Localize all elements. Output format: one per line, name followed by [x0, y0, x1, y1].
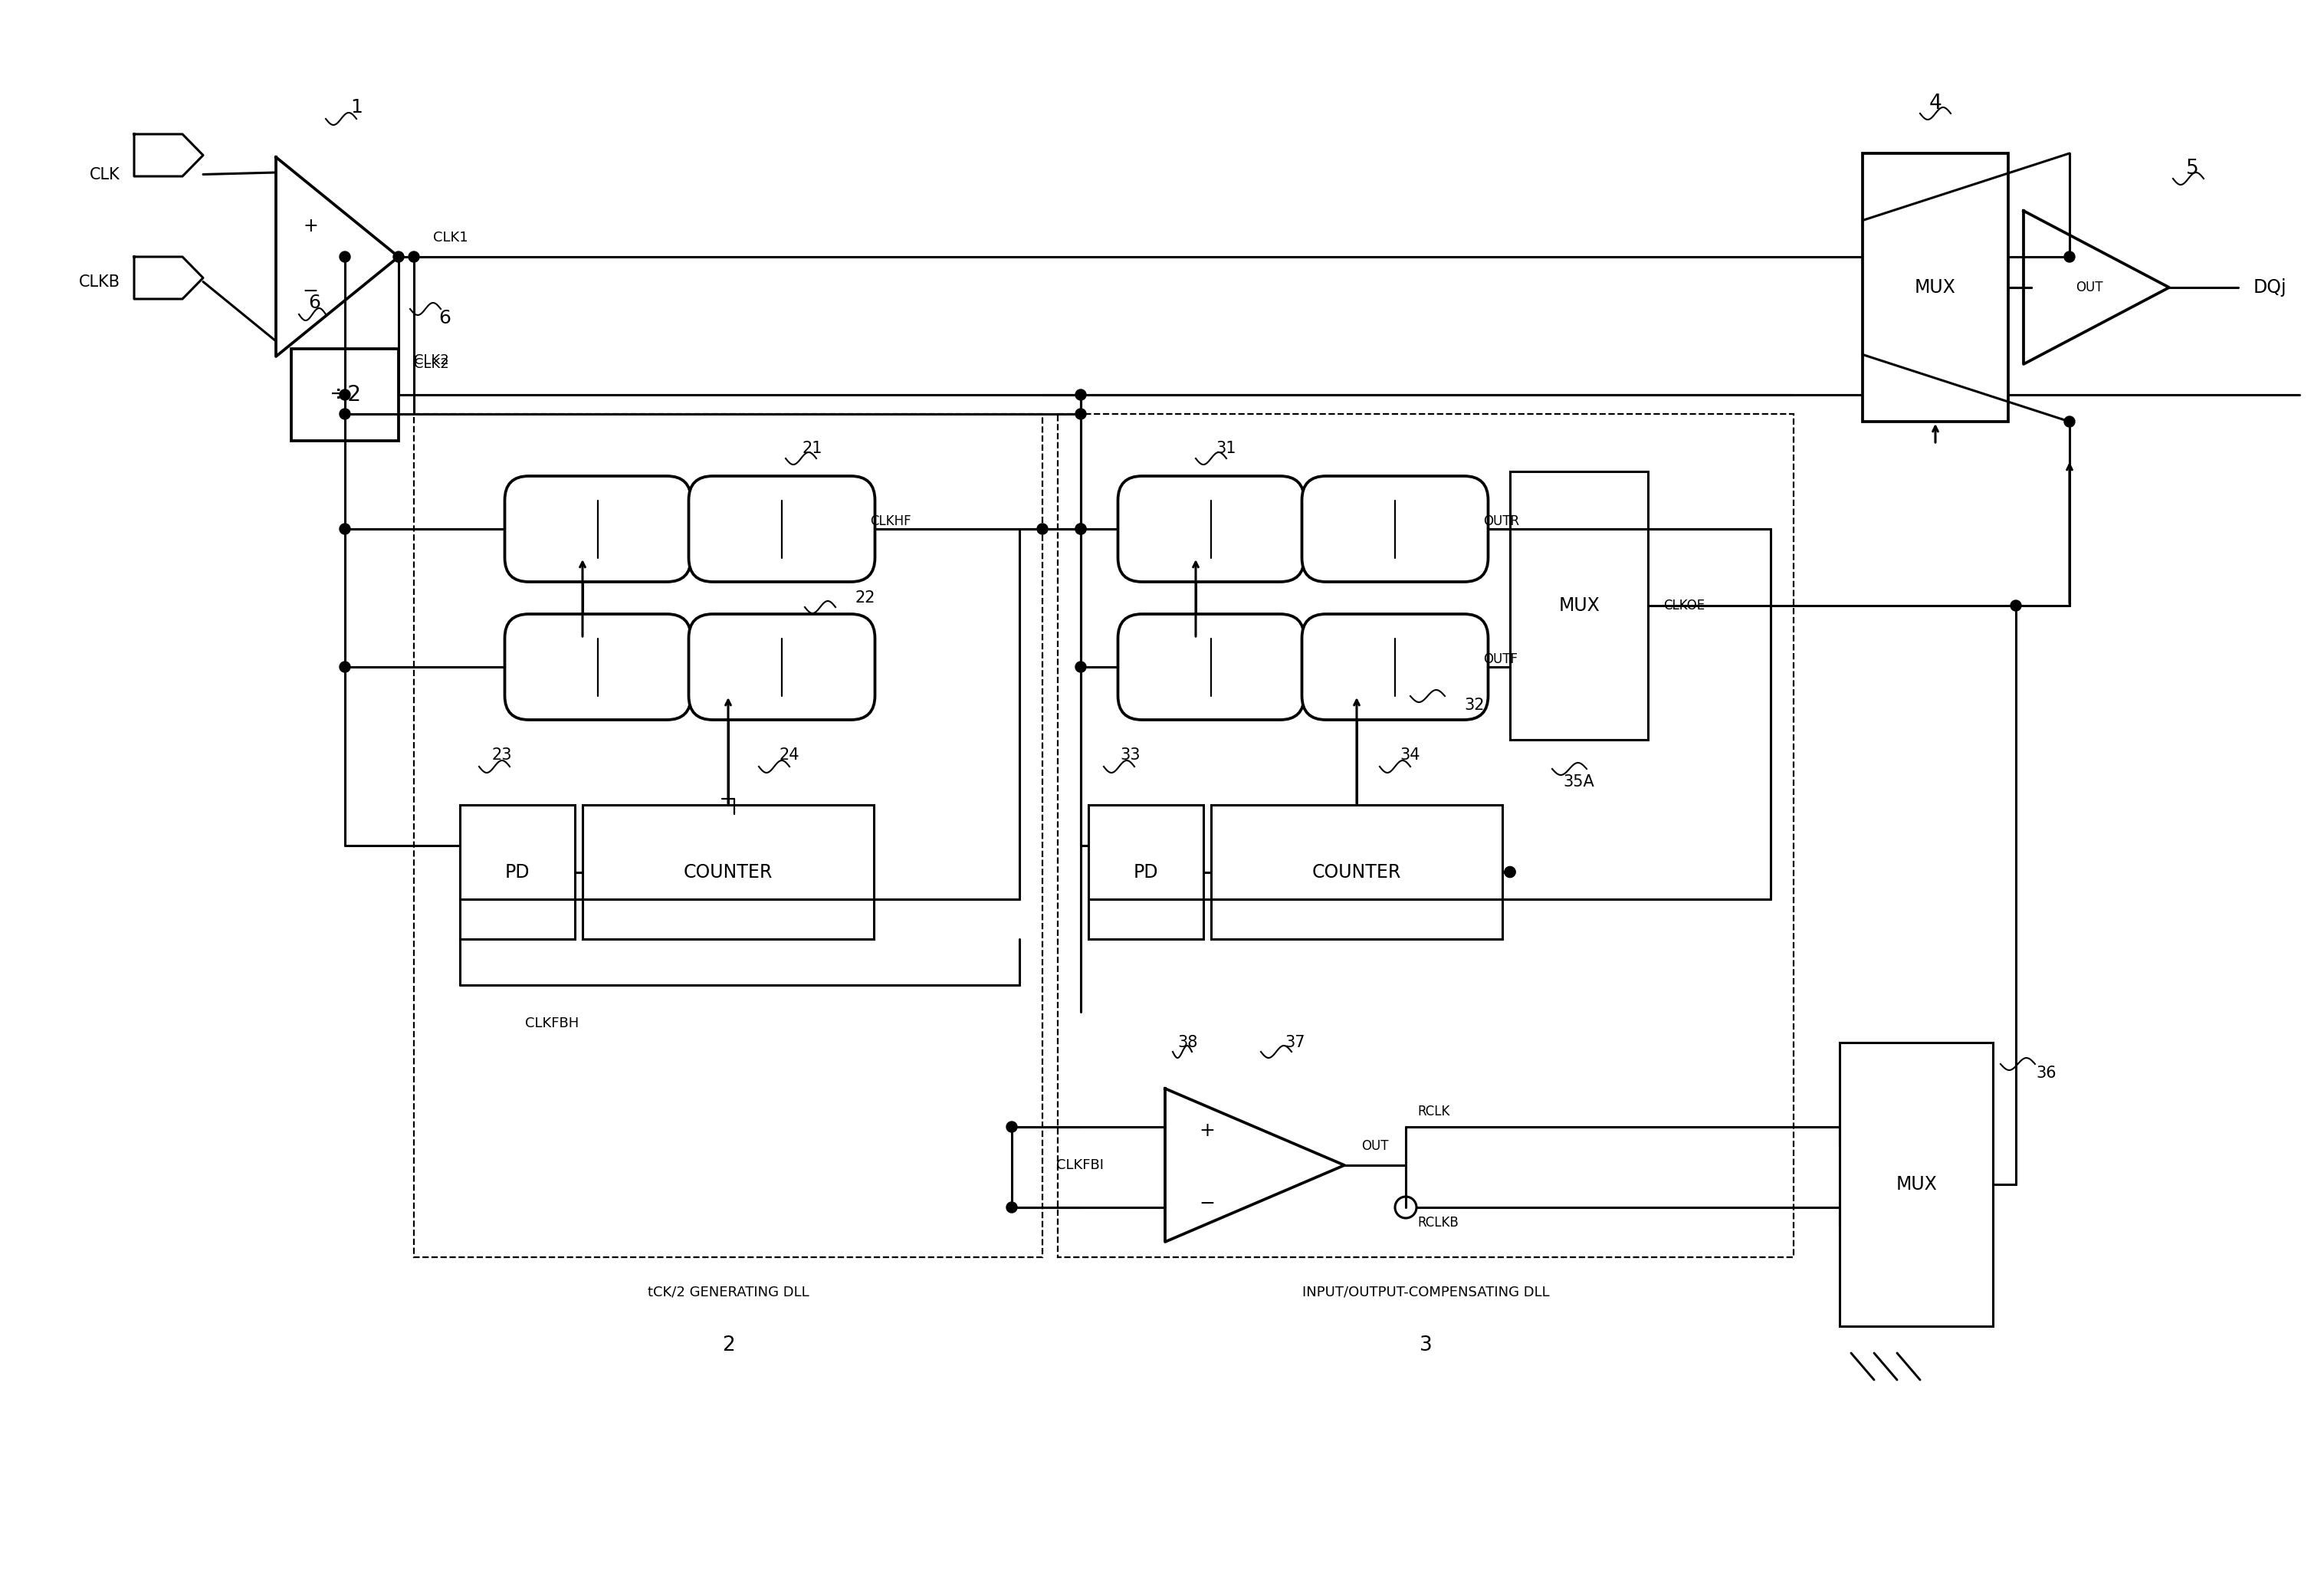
Text: RCLKB: RCLKB — [1418, 1216, 1459, 1230]
Bar — [1211, 804, 1501, 939]
Text: 3: 3 — [1420, 1336, 1432, 1355]
Text: OUTF: OUTF — [1483, 652, 1518, 666]
Bar — [1841, 1043, 1994, 1327]
Circle shape — [2064, 416, 2075, 427]
Text: CLKHF: CLKHF — [869, 514, 911, 529]
Circle shape — [1076, 524, 1085, 535]
Circle shape — [1504, 866, 1515, 877]
FancyBboxPatch shape — [1301, 614, 1487, 720]
Circle shape — [339, 662, 351, 673]
Circle shape — [339, 252, 351, 263]
Text: 31: 31 — [1215, 440, 1236, 456]
Text: 32: 32 — [1464, 698, 1485, 712]
Text: CLK2: CLK2 — [414, 358, 449, 370]
Circle shape — [339, 408, 351, 419]
Text: OUT: OUT — [1362, 1140, 1390, 1152]
Text: 4: 4 — [1929, 93, 1943, 114]
Text: DQj: DQj — [2254, 279, 2287, 296]
Circle shape — [1076, 408, 1085, 419]
Text: 33: 33 — [1120, 747, 1141, 763]
Circle shape — [1006, 1201, 1018, 1213]
Text: 35A: 35A — [1564, 774, 1594, 790]
Circle shape — [1037, 524, 1048, 535]
Bar — [1057, 415, 1794, 1257]
Text: PD: PD — [1134, 863, 1157, 882]
Text: 34: 34 — [1399, 747, 1420, 763]
Text: COUNTER: COUNTER — [683, 863, 774, 882]
Text: CLK: CLK — [91, 166, 121, 182]
Text: OUTR: OUTR — [1483, 514, 1520, 529]
Text: CLK1: CLK1 — [432, 231, 467, 244]
Text: −: − — [302, 282, 318, 301]
Circle shape — [393, 252, 404, 263]
Bar — [460, 804, 574, 939]
Text: MUX: MUX — [1896, 1175, 1936, 1194]
Text: ÷2: ÷2 — [330, 385, 360, 405]
Text: CLKOE: CLKOE — [1664, 598, 1706, 613]
Bar — [583, 804, 874, 939]
Text: 6: 6 — [309, 293, 321, 312]
Text: 21: 21 — [802, 440, 823, 456]
Circle shape — [1076, 662, 1085, 673]
Text: MUX: MUX — [1915, 279, 1957, 296]
FancyBboxPatch shape — [688, 614, 874, 720]
Circle shape — [1076, 389, 1085, 400]
Circle shape — [339, 524, 351, 535]
Circle shape — [409, 252, 418, 263]
Text: 38: 38 — [1178, 1035, 1199, 1050]
Bar — [1088, 804, 1204, 939]
Text: tCK/2 GENERATING DLL: tCK/2 GENERATING DLL — [648, 1285, 809, 1298]
Circle shape — [2064, 252, 2075, 263]
Text: CLKFBH: CLKFBH — [525, 1016, 579, 1031]
Text: RCLK: RCLK — [1418, 1105, 1450, 1119]
Text: +: + — [1199, 1121, 1215, 1140]
Bar — [1862, 154, 2008, 421]
FancyBboxPatch shape — [1118, 476, 1304, 583]
Bar — [414, 415, 1043, 1257]
Text: 24: 24 — [779, 747, 799, 763]
Circle shape — [1006, 1121, 1018, 1132]
Text: −: − — [1199, 1194, 1215, 1213]
Circle shape — [1504, 866, 1515, 877]
Bar — [290, 348, 400, 440]
Text: 23: 23 — [493, 747, 511, 763]
FancyBboxPatch shape — [1301, 476, 1487, 583]
Text: 5: 5 — [2187, 158, 2199, 179]
Text: 2: 2 — [723, 1336, 734, 1355]
Text: 22: 22 — [855, 590, 874, 606]
Text: CLKFBI: CLKFBI — [1055, 1159, 1104, 1171]
Text: INPUT/OUTPUT-COMPENSATING DLL: INPUT/OUTPUT-COMPENSATING DLL — [1301, 1285, 1550, 1298]
Text: 37: 37 — [1285, 1035, 1306, 1050]
Text: +: + — [302, 217, 318, 236]
Text: 6: 6 — [439, 309, 451, 328]
Bar — [1511, 472, 1648, 739]
FancyBboxPatch shape — [1118, 614, 1304, 720]
Text: COUNTER: COUNTER — [1313, 863, 1401, 882]
Text: 1: 1 — [351, 98, 363, 117]
FancyBboxPatch shape — [504, 476, 690, 583]
FancyBboxPatch shape — [688, 476, 874, 583]
Circle shape — [2010, 600, 2022, 611]
Text: CLKB: CLKB — [79, 274, 121, 290]
Text: CLK2: CLK2 — [414, 353, 449, 367]
Text: MUX: MUX — [1559, 597, 1599, 614]
Text: 36: 36 — [2036, 1065, 2057, 1081]
Text: OUT: OUT — [2075, 280, 2103, 294]
Circle shape — [1076, 524, 1085, 535]
Circle shape — [339, 389, 351, 400]
Text: PD: PD — [504, 863, 530, 882]
FancyBboxPatch shape — [504, 614, 690, 720]
